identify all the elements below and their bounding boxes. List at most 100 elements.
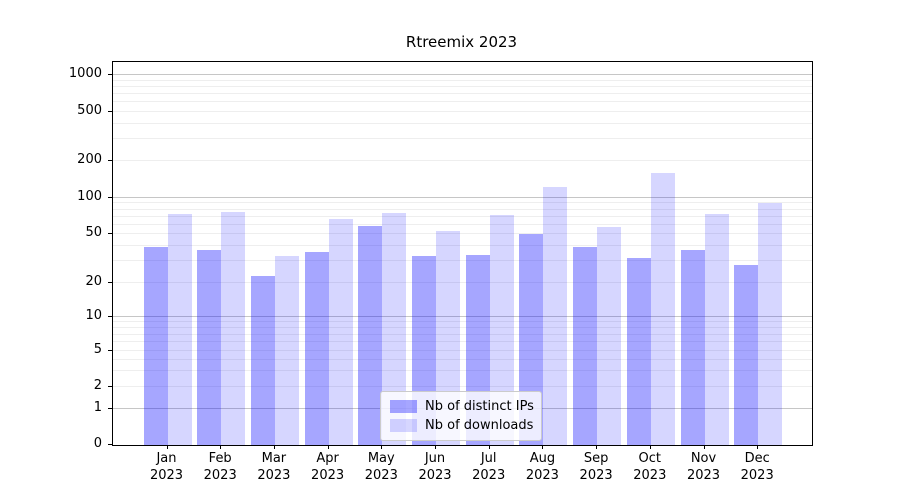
x-tick (435, 445, 436, 449)
bar-distinct-ips (734, 265, 759, 445)
plot-area (112, 61, 813, 446)
x-tick-label-month: Mar 2023 (257, 451, 291, 483)
bar-downloads (274, 256, 299, 445)
legend-item-downloads: Nb of downloads (390, 416, 534, 435)
bar-distinct-ips (304, 251, 329, 445)
bar-downloads (328, 218, 353, 445)
gridline-minor (113, 233, 812, 234)
x-tick-label-month: Jul 2023 (472, 451, 506, 483)
bar-downloads (758, 202, 783, 445)
y-tick (108, 350, 112, 351)
gridline-major (113, 316, 812, 317)
x-tick (381, 445, 383, 449)
x-tick (757, 445, 759, 449)
x-tick (703, 445, 705, 449)
gridline-minor (113, 208, 812, 210)
gridline-major (113, 74, 812, 75)
legend-swatch-distinct-ips (390, 400, 417, 413)
y-tick-label: 10 (85, 308, 102, 323)
x-tick-label-month: Aug 2023 (525, 451, 559, 483)
x-tick-label-month: Sep 2023 (579, 451, 613, 483)
gridline-minor (113, 160, 812, 161)
y-tick (108, 386, 112, 387)
gridline-minor (113, 79, 812, 81)
gridline-minor (113, 358, 812, 360)
bar-downloads (167, 213, 192, 445)
gridline-minor (113, 386, 812, 387)
y-tick (108, 233, 112, 234)
y-tick-label: 20 (85, 274, 102, 289)
y-tick-label: 200 (77, 152, 102, 167)
y-tick-label: 500 (77, 103, 102, 118)
gridline-minor (113, 326, 812, 328)
y-tick (108, 444, 112, 445)
y-tick (108, 74, 112, 75)
y-tick (108, 197, 112, 198)
y-tick (108, 408, 112, 409)
y-tick-label: 50 (85, 225, 102, 240)
gridline-minor (113, 333, 812, 335)
x-tick (166, 445, 168, 449)
y-tick (108, 160, 112, 161)
gridline-major (113, 197, 812, 198)
x-tick (220, 445, 222, 449)
legend-item-distinct-ips: Nb of distinct IPs (390, 397, 534, 416)
x-tick (649, 445, 651, 449)
gridline-minor (113, 341, 812, 343)
y-tick-label: 2 (93, 378, 102, 393)
y-tick (108, 316, 112, 317)
gridline-minor (113, 111, 812, 112)
gridline-minor (113, 101, 812, 103)
x-tick (327, 445, 329, 449)
bar-downloads (543, 186, 568, 445)
legend-swatch-downloads (390, 419, 417, 432)
y-tick (108, 282, 112, 283)
x-tick (596, 445, 598, 449)
bar-downloads (704, 214, 729, 445)
legend-label-distinct-ips: Nb of distinct IPs (425, 399, 534, 414)
bar-distinct-ips (197, 250, 222, 445)
y-tick-label: 1000 (68, 66, 102, 81)
x-tick-label-month: May 2023 (364, 451, 398, 483)
x-tick-label-month: Feb 2023 (203, 451, 237, 483)
gridline-minor (113, 370, 812, 372)
x-tick (488, 445, 490, 449)
legend-label-downloads: Nb of downloads (425, 418, 534, 433)
gridline-minor (113, 122, 812, 124)
x-tick-label-month: Apr 2023 (311, 451, 345, 483)
chart-title: Rtreemix 2023 (405, 33, 518, 51)
y-tick-label: 100 (77, 189, 102, 204)
bar-distinct-ips (143, 247, 168, 445)
gridline-minor (113, 350, 812, 351)
bar-distinct-ips (626, 257, 651, 445)
x-tick-label-month: Oct 2023 (633, 451, 667, 483)
gridline-minor (113, 244, 812, 246)
x-tick (273, 445, 275, 449)
gridline-minor (113, 85, 812, 87)
bar-distinct-ips (680, 250, 705, 445)
bar-downloads (650, 172, 675, 445)
y-tick-label: 5 (93, 342, 102, 357)
gridline-minor (113, 215, 812, 217)
legend: Nb of distinct IPs Nb of downloads (380, 391, 542, 441)
bar-downloads (221, 211, 246, 445)
bar-distinct-ips (573, 247, 598, 445)
gridline-minor (113, 321, 812, 323)
x-tick-label-month: Dec 2023 (740, 451, 774, 483)
gridline-minor (113, 202, 812, 204)
x-tick-label-month: Nov 2023 (686, 451, 721, 483)
x-tick-label-month: Jan 2023 (149, 451, 184, 483)
bar-distinct-ips (250, 275, 275, 445)
gridline-minor (113, 138, 812, 140)
bar-distinct-ips (358, 226, 383, 445)
y-tick-label: 0 (93, 436, 102, 451)
y-tick (108, 111, 112, 112)
gridline-minor (113, 260, 812, 262)
bar-downloads (597, 227, 622, 445)
gridline-minor (113, 223, 812, 225)
gridline-minor (113, 93, 812, 95)
x-tick-label-month: Jun 2023 (418, 451, 452, 483)
y-tick-label: 1 (93, 400, 102, 415)
gridline-minor (113, 282, 812, 283)
